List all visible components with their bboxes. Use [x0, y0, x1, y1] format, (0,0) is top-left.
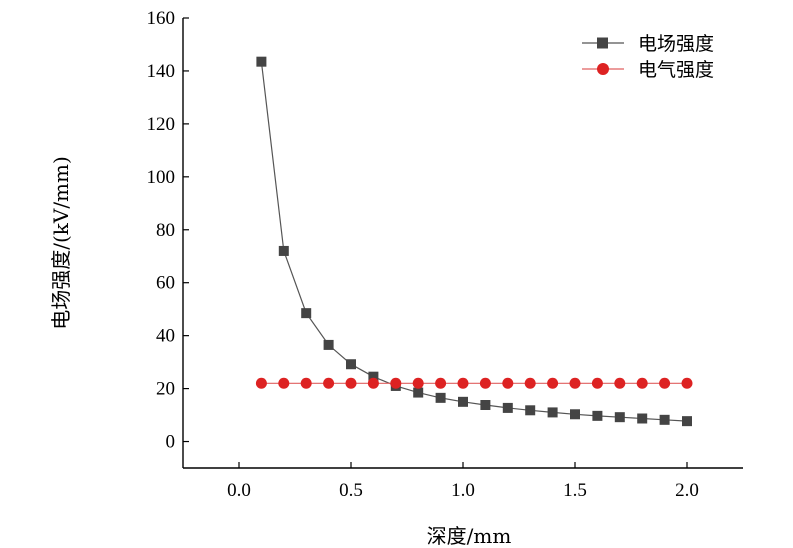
data-point-square: [368, 371, 379, 382]
data-point-square: [278, 245, 289, 256]
data-point-square: [346, 359, 356, 370]
x-tick-label: 0.5: [339, 480, 363, 501]
legend-label-series-2: 电气强度: [638, 59, 714, 81]
data-point-circle: [502, 377, 514, 389]
data-point-circle: [255, 377, 267, 389]
y-tick-label: 20: [156, 379, 175, 400]
y-tick-label: 140: [147, 61, 176, 82]
x-tick-label: 1.0: [451, 480, 475, 501]
legend-marker-square: [597, 37, 608, 49]
y-axis-title: 电场强度/(kV/mm): [49, 156, 73, 330]
data-point-circle: [636, 377, 648, 389]
data-point-square: [547, 407, 558, 418]
x-axis-title: 深度/mm: [427, 524, 512, 548]
y-tick-label: 160: [147, 8, 176, 29]
data-point-circle: [278, 377, 290, 389]
y-tick-label: 80: [156, 220, 175, 241]
data-point-circle: [591, 377, 603, 389]
data-point-square: [614, 412, 625, 423]
data-point-square: [682, 416, 692, 427]
data-point-circle: [479, 377, 491, 389]
x-ticks: 0.0 0.5 1.0 1.5 2.0: [227, 462, 699, 501]
data-point-circle: [300, 377, 312, 389]
data-point-circle: [547, 377, 559, 389]
y-tick-label: 120: [147, 114, 176, 135]
data-point-square: [323, 339, 334, 350]
y-tick-label: 40: [156, 326, 175, 347]
data-point-circle: [681, 377, 693, 389]
legend-marker-circle: [597, 63, 609, 75]
data-point-circle: [569, 377, 581, 389]
legend-label-series-1: 电场强度: [638, 33, 714, 55]
data-point-square: [502, 402, 513, 413]
data-point-square: [301, 308, 312, 319]
data-point-square: [592, 410, 603, 421]
y-tick-label: 100: [147, 167, 176, 188]
series-line-1: [260, 61, 688, 422]
y-tick-label: 0: [166, 432, 176, 453]
data-point-square: [637, 413, 648, 424]
data-point-square: [256, 56, 267, 67]
y-tick-label: 60: [156, 273, 175, 294]
data-point-square: [435, 392, 446, 403]
data-point-square: [570, 409, 580, 420]
x-tick-label: 2.0: [675, 480, 699, 501]
data-point-circle: [659, 377, 671, 389]
series-layer: [255, 56, 693, 427]
data-point-circle: [345, 377, 357, 389]
data-point-circle: [524, 377, 536, 389]
data-point-square: [413, 387, 424, 398]
legend: 电场强度 电气强度: [582, 33, 714, 81]
y-ticks: 0 20 40 60 80 100 120 140 160: [147, 8, 189, 453]
data-point-circle: [323, 377, 335, 389]
data-point-circle: [367, 377, 379, 389]
data-point-circle: [614, 377, 626, 389]
data-point-square: [480, 400, 491, 410]
data-point-circle: [412, 377, 424, 389]
x-tick-label: 1.5: [563, 480, 587, 501]
data-point-square: [659, 414, 670, 425]
data-point-square: [458, 396, 468, 407]
data-point-circle: [390, 377, 402, 389]
data-point-circle: [435, 377, 447, 389]
data-point-circle: [457, 377, 469, 389]
data-point-square: [525, 405, 536, 416]
x-tick-label: 0.0: [227, 480, 251, 501]
